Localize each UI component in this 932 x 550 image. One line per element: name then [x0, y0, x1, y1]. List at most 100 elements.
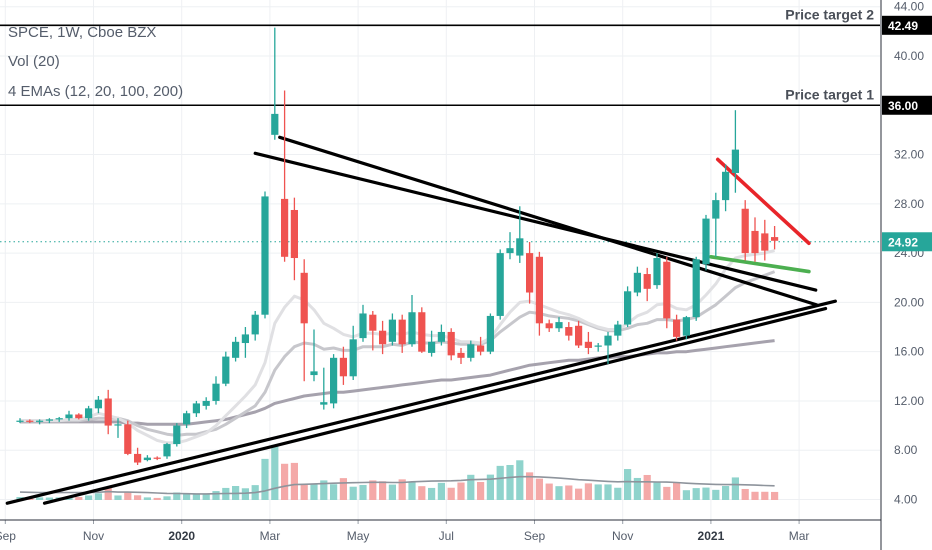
x-tick-label: Sep: [524, 529, 546, 543]
candle-body: [55, 418, 63, 420]
candle-body: [271, 113, 279, 135]
volume-bar: [143, 497, 151, 500]
trendline-upper: [278, 135, 819, 307]
volume-bar: [437, 482, 445, 500]
volume-bar: [339, 478, 347, 500]
candle-body: [555, 322, 563, 329]
volume-bar: [163, 496, 171, 500]
candle-body: [741, 208, 749, 254]
x-tick-label: Mar: [789, 529, 810, 543]
candle-body: [467, 344, 475, 358]
candle-body: [751, 230, 759, 254]
candle-body: [771, 237, 779, 241]
volume-bar: [741, 488, 749, 500]
candle-body: [545, 323, 553, 329]
y-tick-label: 32.00: [894, 148, 924, 162]
x-tick-label: May: [347, 529, 370, 543]
candle-body: [761, 233, 769, 251]
trendline-lower: [42, 306, 828, 505]
volume-legend[interactable]: Vol (20): [8, 53, 60, 70]
candle-body: [65, 414, 73, 419]
last-price-tag: 24.92: [888, 235, 918, 249]
candle-body: [212, 383, 220, 401]
grid: [0, 0, 880, 520]
candle-body: [633, 272, 641, 293]
price-tag-bg: [882, 95, 932, 115]
y-tick-label: 40.00: [894, 49, 924, 63]
candle-body: [447, 331, 455, 356]
candle-body: [604, 335, 612, 346]
candle-body: [692, 259, 700, 318]
volume-bar: [192, 494, 200, 500]
trendline-lower: [5, 299, 837, 505]
volume-bar: [212, 491, 220, 500]
candle-body: [36, 420, 44, 422]
candle-body: [614, 324, 622, 336]
volume-bar: [261, 458, 269, 500]
volume-bar: [94, 493, 102, 500]
volume-bar: [271, 444, 279, 500]
candle-body: [45, 419, 53, 421]
candle-body: [85, 408, 93, 419]
x-tick-label: Mar: [260, 529, 281, 543]
price-tag-label: 36.00: [888, 99, 918, 113]
volume-bar: [604, 484, 612, 500]
volume-bar: [535, 478, 543, 500]
volume-bar: [428, 487, 436, 500]
y-tick-label: 8.00: [894, 443, 918, 457]
candle-body: [388, 319, 396, 342]
candle-body: [457, 352, 465, 358]
candle-body: [330, 357, 338, 404]
volume-bar: [761, 491, 769, 500]
ema-12-line: [20, 249, 775, 445]
x-tick-label: 2020: [168, 529, 195, 543]
candle-body: [722, 171, 730, 201]
volume-bar: [134, 495, 142, 500]
x-tick-label: Nov: [83, 529, 104, 543]
volume-bar: [545, 483, 553, 500]
volume-bar: [731, 477, 739, 500]
volume-bar: [751, 491, 759, 500]
volume-bar: [653, 481, 661, 500]
candle-body: [281, 198, 289, 257]
candle-body: [516, 238, 524, 256]
candle-body: [526, 253, 534, 293]
candle-body: [153, 457, 161, 459]
volume-bar: [486, 474, 494, 500]
volume-bar: [496, 465, 504, 500]
volume-bar: [467, 474, 475, 500]
volume-bar: [320, 480, 328, 500]
volume-ma-line: [19, 475, 775, 495]
volume-bar: [722, 486, 730, 500]
volume-bar: [408, 481, 416, 500]
price-levels: Price target 2 Price target 1: [0, 6, 880, 243]
ema-legend[interactable]: 4 EMAs (12, 20, 100, 200): [8, 83, 183, 100]
volume-bar: [565, 485, 573, 500]
candle-body: [192, 403, 200, 414]
volume-bar: [290, 462, 298, 500]
candle-body: [437, 331, 445, 342]
volume-bar: [712, 489, 720, 500]
candle-body: [114, 424, 122, 426]
candle-body: [408, 312, 416, 345]
candle-body: [251, 314, 259, 335]
volume-bar: [330, 484, 338, 500]
volume-bar: [624, 469, 632, 500]
volume-bar: [506, 465, 514, 500]
candle-body: [320, 402, 328, 405]
symbol-legend[interactable]: SPCE, 1W, Cboe BZX: [8, 24, 156, 41]
candle-body: [663, 261, 671, 319]
candle-body: [673, 319, 681, 337]
volume-bar: [477, 481, 485, 500]
volume-bar: [202, 493, 210, 500]
trendlines: [5, 135, 837, 505]
price-target-label-1: Price target 2: [785, 6, 874, 22]
volume-bars: [16, 444, 779, 500]
candle-body: [310, 371, 318, 376]
volume-bar: [183, 493, 191, 500]
volume-bar: [173, 492, 181, 500]
candle-body: [339, 357, 347, 377]
